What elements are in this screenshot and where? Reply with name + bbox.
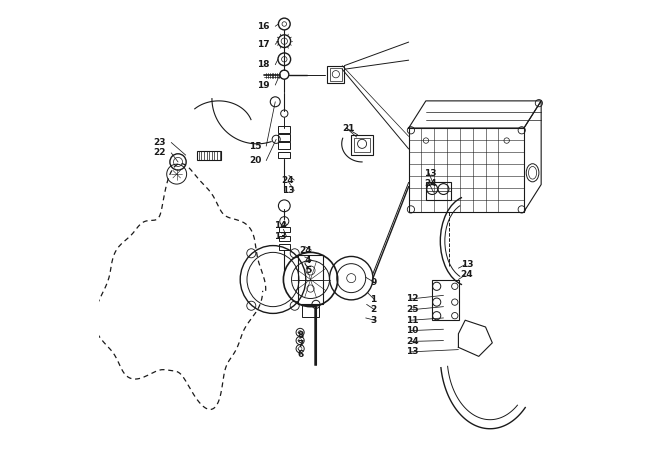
Text: 16: 16: [257, 22, 270, 31]
Text: 20: 20: [250, 156, 262, 165]
Text: 5: 5: [306, 266, 311, 275]
Bar: [279, 227, 290, 233]
Text: 7: 7: [298, 340, 304, 349]
Bar: [279, 244, 290, 250]
Text: 6: 6: [298, 349, 304, 359]
Text: 11: 11: [406, 316, 419, 325]
Text: 18: 18: [257, 60, 270, 69]
Text: 8: 8: [298, 331, 304, 339]
Text: 13: 13: [281, 186, 294, 195]
Text: 21: 21: [342, 123, 355, 132]
Text: 23: 23: [153, 138, 166, 147]
Text: 24: 24: [281, 176, 294, 185]
Text: 12: 12: [406, 294, 419, 303]
Bar: [278, 152, 290, 158]
Text: 24: 24: [461, 270, 473, 279]
Bar: [278, 142, 290, 149]
Text: 13: 13: [406, 347, 419, 356]
Text: 24: 24: [299, 246, 311, 255]
Text: 19: 19: [257, 81, 270, 90]
Text: 1: 1: [370, 295, 376, 304]
Bar: [351, 135, 373, 155]
Text: 24: 24: [406, 337, 419, 346]
Bar: [330, 68, 342, 81]
Text: 15: 15: [249, 142, 262, 151]
Bar: [426, 182, 451, 200]
Bar: [198, 151, 221, 160]
Text: 13: 13: [274, 232, 287, 241]
Bar: [354, 137, 370, 152]
Bar: [327, 66, 344, 83]
Text: 4: 4: [305, 256, 311, 264]
Bar: [298, 255, 323, 304]
Bar: [432, 279, 460, 320]
Bar: [302, 305, 318, 317]
Text: 25: 25: [406, 305, 419, 314]
Text: 9: 9: [370, 278, 376, 287]
Text: 13: 13: [424, 169, 437, 178]
Bar: [279, 236, 290, 241]
Text: 3: 3: [370, 316, 376, 325]
Text: 2: 2: [370, 305, 376, 314]
Text: 13: 13: [461, 260, 473, 269]
Bar: [278, 134, 290, 141]
Text: 24: 24: [424, 179, 437, 187]
Bar: [278, 126, 290, 132]
Text: 17: 17: [257, 40, 270, 49]
Text: 14: 14: [274, 221, 287, 230]
Text: 10: 10: [406, 326, 419, 335]
Text: 22: 22: [153, 148, 166, 157]
